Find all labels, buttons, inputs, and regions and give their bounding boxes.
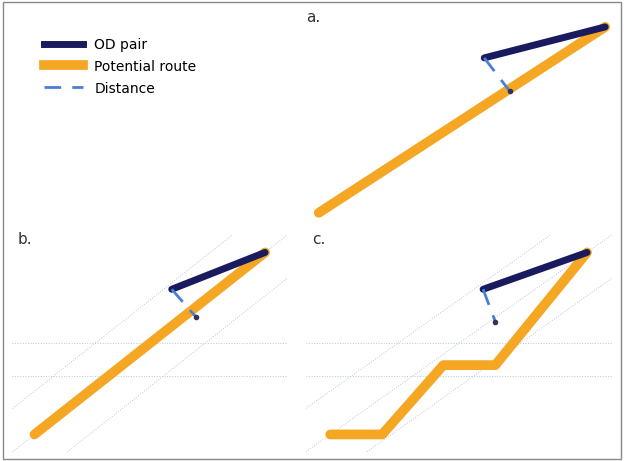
Text: b.: b.: [18, 232, 32, 247]
Legend: OD pair, Potential route, Distance: OD pair, Potential route, Distance: [33, 27, 208, 107]
Text: a.: a.: [306, 11, 320, 25]
Text: c.: c.: [312, 232, 325, 247]
